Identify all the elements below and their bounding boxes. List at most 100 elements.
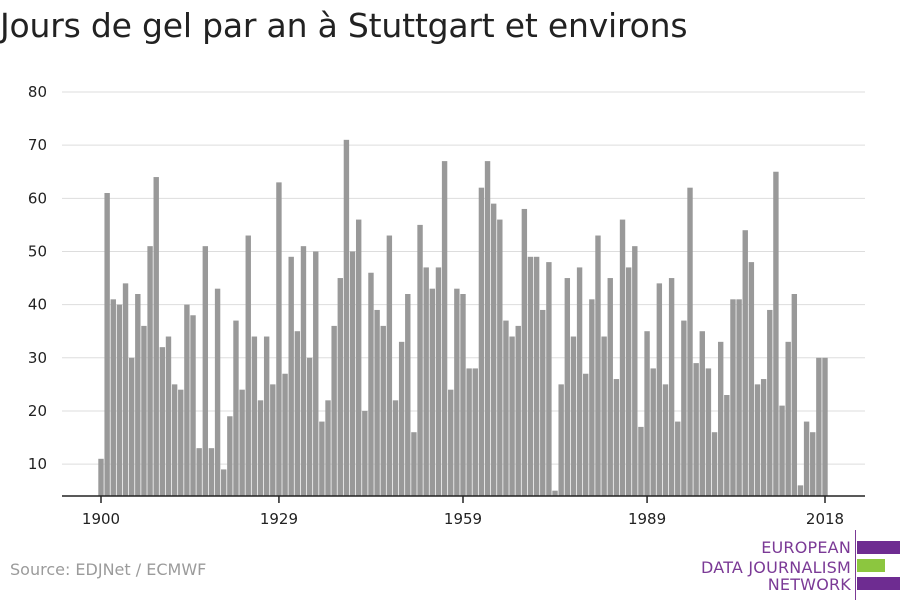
y-axis-ticks: 10 20 30 40 50 60 70 80 <box>28 83 47 473</box>
bar-1962 <box>478 187 485 496</box>
logo-line-european: EUROPEAN <box>761 538 851 557</box>
bar-1975 <box>558 384 564 496</box>
y-tick-label: 80 <box>28 83 47 101</box>
bar-1986 <box>625 267 632 496</box>
bar-1996 <box>687 187 693 496</box>
bar-1977 <box>570 336 577 496</box>
logo-bar-green <box>857 559 885 572</box>
bar-2003 <box>730 299 736 496</box>
bar-1918 <box>208 448 215 496</box>
bar-1990 <box>650 368 656 496</box>
logo-bar-purple-top <box>857 541 900 554</box>
bar-1973 <box>546 262 552 496</box>
bar-2009 <box>767 309 773 496</box>
bar-1983 <box>607 278 613 496</box>
bar-1969 <box>521 208 528 496</box>
source-note: Source: EDJNet / ECMWF <box>10 560 207 579</box>
bar-1928 <box>270 384 276 496</box>
bar-1965 <box>497 219 503 496</box>
logo-line-network: NETWORK <box>767 575 851 594</box>
bar-1998 <box>699 331 705 496</box>
bar-2006 <box>748 262 755 496</box>
bar-1971 <box>533 256 540 496</box>
bar-2002 <box>724 395 730 496</box>
bar-1993 <box>668 278 675 496</box>
bar-1970 <box>527 256 534 496</box>
y-tick-label: 20 <box>28 402 47 420</box>
bar-1939 <box>337 278 343 496</box>
bar-2018 <box>822 357 828 496</box>
bar-1989 <box>644 331 650 496</box>
bar-2013 <box>791 294 798 496</box>
bar-1937 <box>325 400 331 496</box>
bar-2005 <box>742 230 748 496</box>
bar-1974 <box>552 490 558 496</box>
logo-bar-purple-bottom <box>857 577 900 590</box>
bar-1944 <box>368 272 374 496</box>
bar-1908 <box>147 246 153 496</box>
bar-1940 <box>343 139 350 496</box>
bar-1905 <box>128 357 135 496</box>
bar-1994 <box>675 421 681 496</box>
bar-1906 <box>135 294 141 496</box>
bar-1903 <box>116 304 123 496</box>
bar-1920 <box>221 469 227 496</box>
bar-1947 <box>386 235 393 496</box>
bar-1967 <box>509 336 515 496</box>
bar-1933 <box>300 246 307 496</box>
bar-1984 <box>613 379 620 496</box>
bar-1900 <box>98 458 104 496</box>
bar-1926 <box>257 400 264 496</box>
edjnet-logo: EUROPEAN DATA JOURNALISM NETWORK <box>700 530 900 600</box>
bar-1929 <box>276 182 282 496</box>
logo-divider <box>855 530 856 600</box>
bar-1968 <box>515 325 521 496</box>
x-tick-label: 1900 <box>82 510 120 528</box>
bar-1982 <box>601 336 607 496</box>
bar-1930 <box>282 373 288 496</box>
bar-1955 <box>435 267 442 496</box>
bar-1921 <box>227 416 233 496</box>
bar-1910 <box>159 347 166 496</box>
bar-1981 <box>595 235 601 496</box>
bar-1999 <box>705 368 712 496</box>
bar-1942 <box>355 219 362 496</box>
bar-1945 <box>374 309 380 496</box>
bar-1972 <box>540 309 546 496</box>
bar-1980 <box>589 299 595 496</box>
bar-1938 <box>331 325 337 496</box>
bar-1952 <box>417 224 423 496</box>
bar-1914 <box>184 304 190 496</box>
bar-1985 <box>619 219 626 496</box>
bar-1902 <box>110 299 116 496</box>
bar-1997 <box>693 363 699 496</box>
bar-1949 <box>398 341 405 496</box>
bar-1959 <box>460 294 466 496</box>
bar-1911 <box>165 336 172 496</box>
bar-1931 <box>288 256 294 496</box>
bar-1927 <box>263 336 270 496</box>
bar-1978 <box>576 267 583 496</box>
bar-1915 <box>190 315 196 496</box>
bar-2010 <box>773 171 779 497</box>
bar-1922 <box>233 320 239 496</box>
y-tick-label: 60 <box>28 189 47 207</box>
bar-2000 <box>711 432 718 496</box>
bar-2017 <box>816 357 822 496</box>
bar-1907 <box>141 325 147 496</box>
bar-1961 <box>472 368 478 496</box>
bar-2014 <box>797 485 804 496</box>
bar-1953 <box>423 267 429 496</box>
bar-1901 <box>104 193 110 496</box>
y-tick-label: 40 <box>28 296 47 314</box>
bar-1958 <box>454 288 460 496</box>
bar-2011 <box>779 405 785 496</box>
bar-2004 <box>736 299 742 496</box>
bar-1964 <box>490 203 497 496</box>
bar-1988 <box>638 426 644 496</box>
bar-2012 <box>785 341 791 496</box>
x-tick-label: 1959 <box>444 510 482 528</box>
bar-1987 <box>632 246 638 496</box>
y-tick-label: 50 <box>28 242 47 260</box>
bar-1934 <box>306 357 313 496</box>
